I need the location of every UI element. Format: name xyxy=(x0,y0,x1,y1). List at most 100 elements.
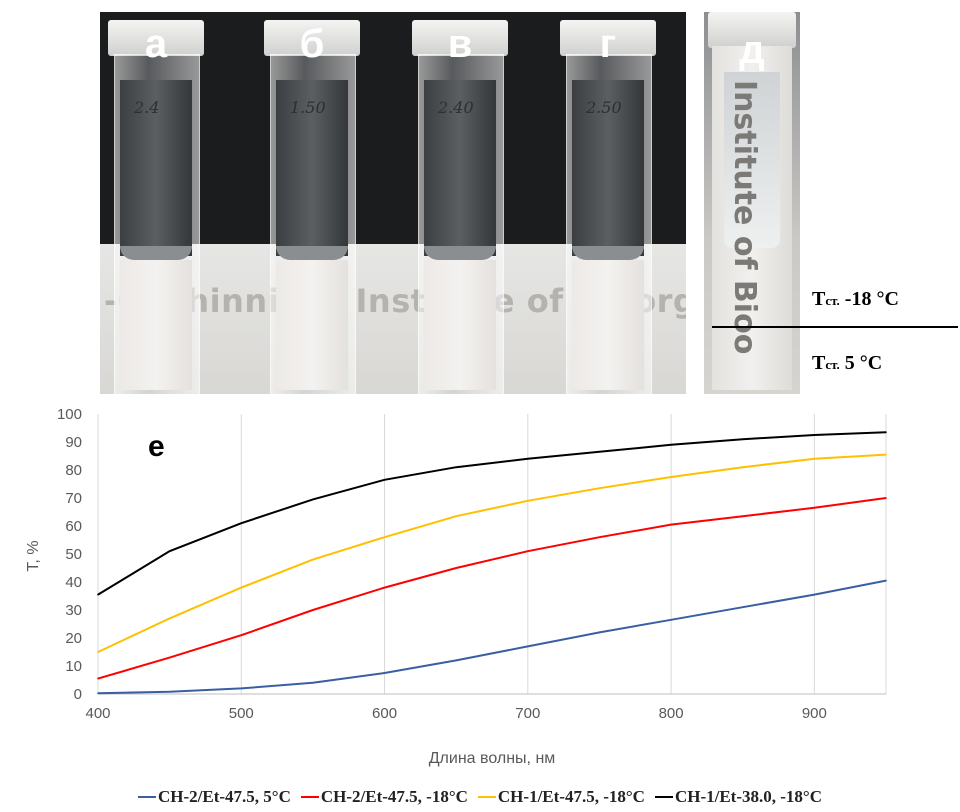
data-point xyxy=(813,434,816,436)
data-point xyxy=(527,458,529,460)
data-point xyxy=(598,631,601,634)
y-tick-label: 60 xyxy=(65,518,82,535)
data-point xyxy=(97,651,99,653)
cuvette-a: 2.4 а xyxy=(108,20,204,394)
series-line-2 xyxy=(97,497,887,680)
y-tick-label: 50 xyxy=(65,546,82,563)
legend-label: CH-1/Et-47.5, -18°C xyxy=(497,787,645,806)
temperature-lower-label: Tст. 5 °C xyxy=(812,352,883,374)
grid xyxy=(97,414,887,694)
panel-label-a: а xyxy=(144,22,168,66)
y-tick-label: 80 xyxy=(65,462,82,479)
cuvette-mark: 2.4 xyxy=(134,98,160,117)
data-point xyxy=(885,453,887,456)
temperature-upper-label: Tст. -18 °C xyxy=(812,288,899,310)
x-tick-label: 600 xyxy=(372,705,397,722)
data-point xyxy=(885,431,887,433)
data-point xyxy=(741,466,744,468)
x-tick-label: 400 xyxy=(85,705,110,722)
data-point xyxy=(741,606,744,608)
legend-swatch xyxy=(137,796,156,798)
y-axis-title: T, % xyxy=(25,540,42,571)
photo-background-text-d: Institute of Bioo xyxy=(727,80,762,355)
data-point xyxy=(168,656,171,659)
series-lines xyxy=(97,431,887,695)
data-point xyxy=(455,659,457,662)
data-point xyxy=(455,567,457,569)
data-point xyxy=(741,438,744,440)
data-point xyxy=(813,593,816,596)
data-point xyxy=(455,515,457,517)
y-tick-label: 10 xyxy=(65,658,82,675)
data-point xyxy=(813,458,816,460)
data-point xyxy=(168,550,171,552)
chart-legend: CH-2/Et-47.5, 5°C CH-2/Et-47.5, -18°C CH-1… xyxy=(0,784,960,810)
data-point xyxy=(670,619,672,621)
temperature-divider xyxy=(712,326,958,328)
y-tick-label: 40 xyxy=(65,574,82,591)
series-line-3 xyxy=(97,453,887,653)
data-point xyxy=(527,645,529,648)
y-tick-label: 0 xyxy=(74,686,82,703)
x-tick-label: 500 xyxy=(229,705,254,722)
data-point xyxy=(312,498,314,501)
data-point xyxy=(97,692,99,694)
legend-item: CH-1/Et-47.5, -18°C xyxy=(477,787,645,807)
data-point xyxy=(312,558,314,561)
data-point xyxy=(383,536,386,538)
data-point xyxy=(240,687,243,690)
data-point xyxy=(885,579,887,582)
legend-label: CH-2/Et-47.5, -18°C xyxy=(320,787,468,806)
legend-label: CH-2/Et-47.5, 5°C xyxy=(157,787,291,806)
data-point xyxy=(383,672,386,674)
transmittance-chart: 400 500 600 700 800 900 0 10 20 30 40 50 60 70 80 90 100… xyxy=(25,406,887,767)
legend-swatch xyxy=(654,796,673,798)
y-tick-label: 100 xyxy=(57,406,82,423)
y-tick-label: 20 xyxy=(65,630,82,647)
legend-label: CH-1/Et-38.0, -18°C xyxy=(674,787,822,806)
data-point xyxy=(240,522,243,524)
data-point xyxy=(598,487,601,489)
data-point xyxy=(97,593,99,596)
legend-item: CH-2/Et-47.5, -18°C xyxy=(300,787,468,807)
series-line-4 xyxy=(97,431,887,596)
data-point xyxy=(383,479,386,481)
data-point xyxy=(312,609,314,611)
data-point xyxy=(813,507,816,509)
data-point xyxy=(527,550,529,552)
data-point xyxy=(97,677,99,680)
data-point xyxy=(885,497,887,499)
data-point xyxy=(240,586,243,589)
cuvette-v: 2.40 в xyxy=(412,20,508,394)
data-point xyxy=(598,536,601,538)
panel-label-v: в xyxy=(447,22,473,66)
cuvette-photo-d: Institute of Bioo д xyxy=(704,12,800,394)
data-point xyxy=(240,634,243,636)
panel-label-b: б xyxy=(299,22,325,66)
x-tick-label: 800 xyxy=(659,705,684,722)
data-point xyxy=(168,690,171,693)
panel-label-g: г xyxy=(599,22,617,66)
x-axis-title: Длина волны, нм xyxy=(429,750,556,767)
tick-labels: 400 500 600 700 800 900 0 10 20 30 40 50 60 70 80 90 100 xyxy=(57,406,827,722)
legend-item: CH-2/Et-47.5, 5°C xyxy=(137,787,291,807)
legend-swatch xyxy=(300,796,319,798)
y-tick-label: 90 xyxy=(65,434,82,451)
data-point xyxy=(670,444,672,446)
x-tick-label: 900 xyxy=(802,705,827,722)
data-point xyxy=(527,500,529,502)
data-point xyxy=(312,682,314,684)
cuvette-b: 1.50 б xyxy=(264,20,360,394)
y-tick-label: 30 xyxy=(65,602,82,619)
cuvette-mark: 2.40 xyxy=(438,98,474,117)
cuvette-mark: 2.50 xyxy=(586,98,622,117)
data-point xyxy=(670,476,672,478)
data-point xyxy=(168,617,171,620)
data-point xyxy=(598,451,601,453)
legend-swatch xyxy=(477,796,496,798)
data-point xyxy=(741,515,744,517)
y-tick-label: 70 xyxy=(65,490,82,507)
cuvette-photo: -Ovchinnikov Institute of Bioorganic C 2… xyxy=(100,12,686,394)
cuvette-mark: 1.50 xyxy=(290,98,326,117)
panel-label-e: е xyxy=(148,430,165,463)
